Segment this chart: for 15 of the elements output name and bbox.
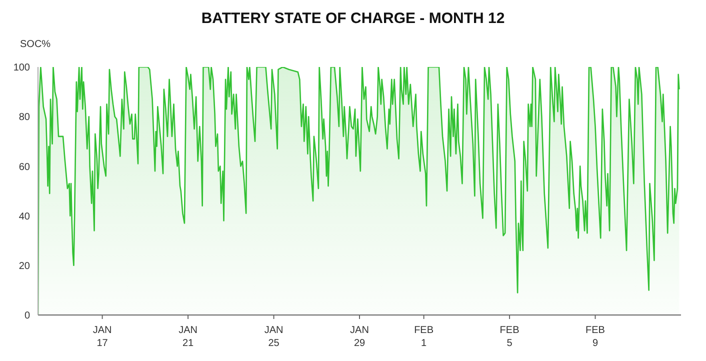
y-tick-label: 20 (18, 260, 30, 272)
y-tick-label: 60 (18, 162, 30, 173)
y-tick-label: 80 (18, 112, 30, 124)
y-tick-label: 40 (18, 211, 30, 222)
x-tick-label: JAN 25 (264, 325, 284, 349)
chart-title: BATTERY STATE OF CHARGE - MONTH 12 (200, 10, 506, 27)
x-tick-label: JAN 21 (178, 325, 198, 349)
x-tick-label: FEB 1 (414, 325, 434, 349)
y-axis-title: SOC% (20, 39, 51, 50)
x-tick-label: JAN 29 (350, 325, 369, 349)
x-tick-label: JAN 17 (92, 325, 112, 349)
y-tick-label: 0 (24, 310, 30, 322)
x-tick-label: FEB 9 (586, 325, 606, 349)
y-tick-label: 100 (13, 62, 30, 74)
x-tick-label: FEB 5 (500, 325, 520, 349)
